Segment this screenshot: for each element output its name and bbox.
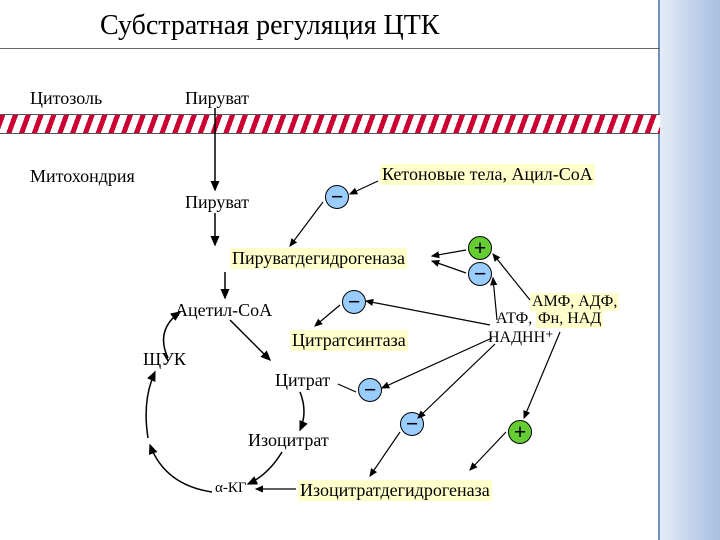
label-pyruvate-top: Пируват [185, 88, 249, 109]
minus-icon: − [358, 378, 382, 402]
membrane-hatching [0, 114, 660, 134]
label-reg-nadn: НАДНН⁺ [488, 327, 554, 347]
diagram-arrows [0, 0, 720, 540]
label-reg-atp: АТФ, [496, 310, 532, 328]
label-citrate-synthase: Цитратсинтаза [290, 330, 408, 351]
label-oaa: ЩУК [143, 349, 186, 370]
minus-icon: − [342, 290, 366, 314]
minus-icon: − [468, 262, 492, 286]
minus-icon: − [400, 412, 424, 436]
label-reg-amp-adp: АМФ, АДФ, [530, 293, 619, 311]
label-citrate: Цитрат [275, 370, 330, 391]
label-akg: α-КГ [215, 480, 247, 497]
label-icdh: Изоцитратдегидрогеназа [298, 480, 492, 501]
label-pyruvate-bottom: Пируват [185, 192, 249, 213]
label-ketone-bodies: Кетоновые тела, Ацил-СоА [380, 164, 595, 185]
label-pdh: Пируватдегидрогеназа [230, 248, 407, 269]
label-acetylcoa: Ацетил-СоА [175, 300, 272, 321]
slide-right-border [658, 0, 720, 540]
page-title: Субстратная регуляция ЦТК [100, 10, 439, 42]
label-reg-fn-nad: Фн, НАД [536, 310, 603, 328]
label-mitochondria: Митохондрия [30, 166, 135, 187]
minus-icon: − [325, 185, 349, 209]
plus-icon: + [468, 236, 492, 260]
label-cytosol: Цитозоль [30, 88, 102, 109]
label-isocitrate: Изоцитрат [248, 430, 329, 451]
title-rule [0, 48, 660, 49]
plus-icon: + [508, 420, 532, 444]
